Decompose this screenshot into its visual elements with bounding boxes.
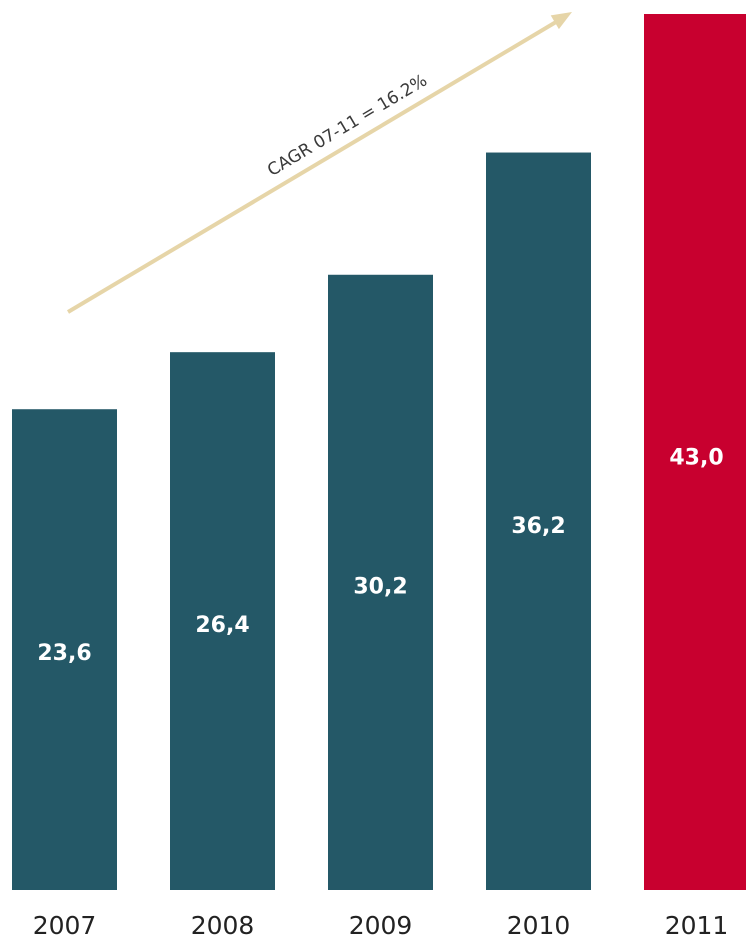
- bars-group: [12, 14, 746, 890]
- x-tick-label-2010: 2010: [507, 911, 571, 940]
- trend-arrow-line: [68, 22, 556, 312]
- trend-arrow-head: [551, 12, 572, 29]
- x-tick-label-2008: 2008: [191, 911, 255, 940]
- x-axis-tick-labels: 2007 2008 2009 2010 2011: [33, 911, 729, 940]
- value-label-2010: 36,2: [511, 514, 565, 539]
- x-tick-label-2009: 2009: [349, 911, 413, 940]
- x-tick-label-2011: 2011: [665, 911, 729, 940]
- value-label-2007: 23,6: [37, 641, 91, 666]
- cagr-label: CAGR 07-11 = 16.2%: [264, 71, 431, 181]
- value-label-2008: 26,4: [195, 613, 249, 638]
- x-tick-label-2007: 2007: [33, 911, 97, 940]
- value-label-2009: 30,2: [353, 574, 407, 599]
- value-label-2011: 43,0: [669, 445, 723, 470]
